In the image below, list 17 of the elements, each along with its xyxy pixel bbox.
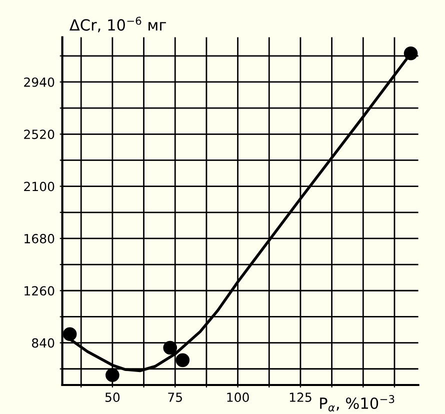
- x-axis-title: P$_{α}$, %10$^{−3}$: [320, 395, 394, 412]
- y-tick-label: 1260: [24, 286, 54, 296]
- y-tick-label: 840: [32, 338, 54, 348]
- y-tick-label: 1680: [24, 234, 54, 244]
- x-tick-label: 125: [290, 392, 312, 402]
- point: [106, 368, 120, 382]
- x-tick-label: 50: [105, 392, 120, 402]
- y-tick-label: 2100: [24, 182, 54, 192]
- y-tick-label: 2940: [24, 77, 54, 87]
- point: [176, 353, 190, 368]
- y-axis-title: ΔCr, 10$^{−6}$ мг: [70, 16, 166, 32]
- y-tick-label: 2520: [24, 130, 54, 140]
- x-tick-label: 100: [227, 392, 249, 402]
- x-tick-label: 75: [168, 392, 182, 402]
- point: [404, 46, 418, 60]
- point: [62, 327, 77, 342]
- point: [163, 340, 178, 355]
